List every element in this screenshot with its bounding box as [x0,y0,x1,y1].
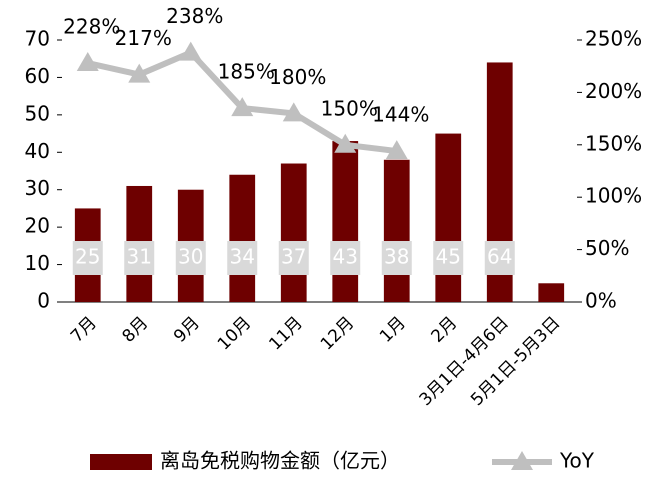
data-label: 150% [321,96,378,120]
data-label: 30 [178,245,203,269]
y-tick-label: 0 [37,289,50,313]
label-box [124,241,155,275]
y-tick-label: 30 [25,176,50,200]
legend-marker [511,451,533,470]
y2-tick-label: 250% [585,27,642,51]
bar [229,174,256,302]
data-label: 180% [269,65,326,89]
y-tick-label: 40 [25,139,50,163]
data-label: 185% [218,60,275,84]
marker [76,52,99,72]
x-tick-label: 7月 [67,313,101,347]
y-tick-label: 70 [25,27,50,51]
legend-label: 离岛免税购物金额（亿元） [160,449,400,473]
data-label: 228% [63,15,120,39]
y-tick-label: 20 [25,214,50,238]
x-tick-label: 9月 [170,313,204,347]
data-label: 5 [545,245,558,269]
x-tick-label: 2月 [428,313,462,347]
x-tick-label: 12月 [317,313,358,354]
marker [128,63,151,83]
label-box [72,241,103,275]
label-box [227,241,258,275]
label-box [278,241,309,275]
data-label: 64 [487,245,512,269]
marker [385,140,408,160]
data-label: 34 [230,245,255,269]
label-box [330,241,361,275]
y2-tick-label: 150% [585,131,642,155]
y-tick-label: 60 [25,64,50,88]
label-box [175,241,206,275]
data-label: 45 [436,245,461,269]
data-label: 217% [115,26,172,50]
data-label: 43 [333,245,358,269]
data-label: 37 [281,245,306,269]
bar [383,159,410,302]
legend-label: YoY [559,449,595,473]
x-tick-label: 8月 [119,313,153,347]
y-tick-label: 50 [25,101,50,125]
label-box [484,241,515,275]
y2-tick-label: 100% [585,184,642,208]
marker [334,133,357,153]
bar [538,283,565,302]
x-tick-label: 1月 [376,313,410,347]
x-tick-label: 11月 [265,313,306,354]
marker [231,97,254,117]
x-tick-label: 10月 [214,313,255,354]
x-tick-label: 3月1日-4月6日 [416,313,513,410]
bar [280,163,307,302]
x-tick-label: 5月1日-5月3日 [467,313,564,410]
legend-swatch [90,454,152,470]
y2-tick-label: 200% [585,79,642,103]
data-label: 25 [75,245,100,269]
marker [282,102,305,122]
label-box [381,241,412,275]
bar [332,141,359,302]
data-label: 38 [384,245,409,269]
marker [179,41,202,61]
y2-tick-label: 50% [585,236,629,260]
bar [435,133,462,302]
data-label: 238% [166,4,223,28]
y-tick-label: 10 [25,251,50,275]
data-label: 144% [372,103,429,127]
data-label: 31 [127,245,152,269]
label-box [433,241,464,275]
y2-tick-label: 0% [585,289,617,313]
